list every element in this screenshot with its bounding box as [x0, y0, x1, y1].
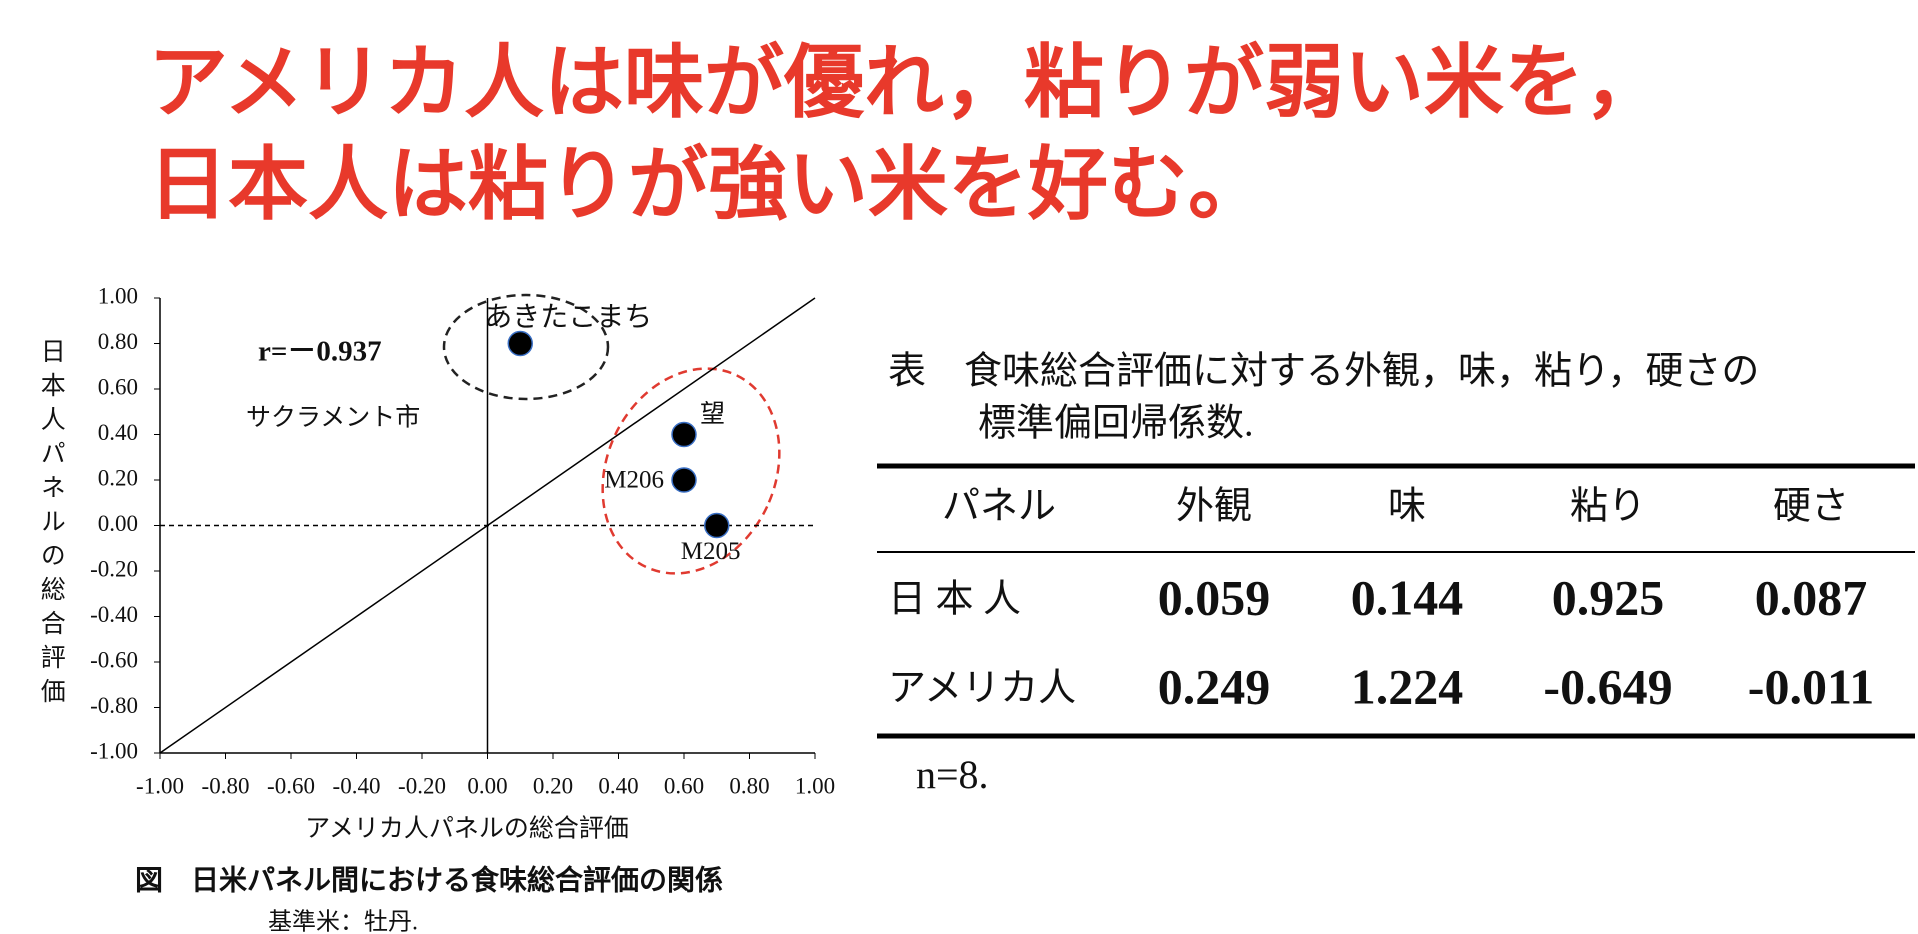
point-label: M205 [681, 538, 741, 565]
point [671, 467, 697, 493]
note: 基準米：牡丹. [268, 909, 418, 934]
point [507, 330, 533, 357]
table-cell: 0.059 [1158, 569, 1271, 625]
y-tick-label: -1.00 [90, 738, 138, 763]
point-label: 望 [700, 400, 725, 428]
x-tick-label: 0.60 [664, 773, 704, 798]
table-header: 硬さ [1773, 486, 1849, 528]
y-tick-label: 0.20 [98, 465, 138, 490]
table-cell: 0.925 [1552, 569, 1665, 625]
x-axis-label: アメリカ人パネルの総合評価 [305, 815, 629, 843]
x-tick-label: 0.20 [533, 773, 573, 798]
table-cell: 0.249 [1158, 658, 1271, 714]
caption: 図 日米パネル間における食味総合評価の関係 [135, 863, 723, 896]
group-ellipse [442, 293, 610, 401]
row-label: アメリカ人 [888, 668, 1076, 710]
table-cell: -0.011 [1748, 658, 1874, 714]
x-tick-label: 0.80 [729, 773, 769, 798]
table-cell: -0.649 [1543, 658, 1672, 714]
point [671, 421, 697, 448]
x-tick-label: 0.00 [467, 773, 507, 798]
table-title: 表 食味総合評価に対する外観，味，粘り，硬さの [888, 351, 1759, 393]
table-note: n=8. [916, 752, 989, 797]
point [704, 512, 730, 539]
y-tick-label: 0.80 [98, 329, 138, 354]
table-cell: 0.144 [1351, 569, 1464, 625]
x-tick-label: -0.20 [398, 773, 446, 798]
x-tick-label: 1.00 [795, 773, 835, 798]
title-line: アメリカ人は味が優れ，粘りが弱い米を， [148, 36, 1664, 129]
table-cell: 0.087 [1755, 569, 1868, 625]
y-tick-label: -0.20 [90, 556, 138, 581]
y-tick-label: -0.80 [90, 693, 138, 718]
x-tick-label: -0.40 [333, 773, 381, 798]
title-line: 日本人は粘りが強い米を好む。 [148, 138, 1268, 231]
location: サクラメント市 [246, 404, 420, 432]
y-tick-label: 0.00 [98, 511, 138, 536]
table-header: 外観 [1176, 486, 1252, 528]
x-tick-label: -0.80 [202, 773, 250, 798]
table-header: パネル [942, 486, 1056, 528]
x-tick-label: 0.40 [598, 773, 638, 798]
x-tick-label: -1.00 [136, 773, 184, 798]
y-tick-label: 1.00 [98, 283, 138, 308]
y-tick-label: 0.60 [98, 374, 138, 399]
group-ellipse [601, 367, 781, 575]
y-axis-label: 日本人パネルの総合評価 [37, 338, 66, 712]
point-label: あきたこまち [484, 302, 652, 333]
y-tick-label: 0.40 [98, 420, 138, 445]
row-label: 日 本 人 [888, 579, 1021, 621]
y-tick-label: -0.40 [90, 602, 138, 627]
table-title: 標準偏回帰係数. [978, 403, 1254, 445]
correlation: r=－0.937 [258, 336, 382, 368]
x-tick-label: -0.60 [267, 773, 315, 798]
table-header: 味 [1388, 486, 1426, 528]
point-label: M206 [604, 467, 664, 494]
table-cell: 1.224 [1351, 658, 1464, 714]
y-tick-label: -0.60 [90, 647, 138, 672]
identity-line [159, 297, 816, 754]
table-header: 粘り [1570, 486, 1646, 528]
